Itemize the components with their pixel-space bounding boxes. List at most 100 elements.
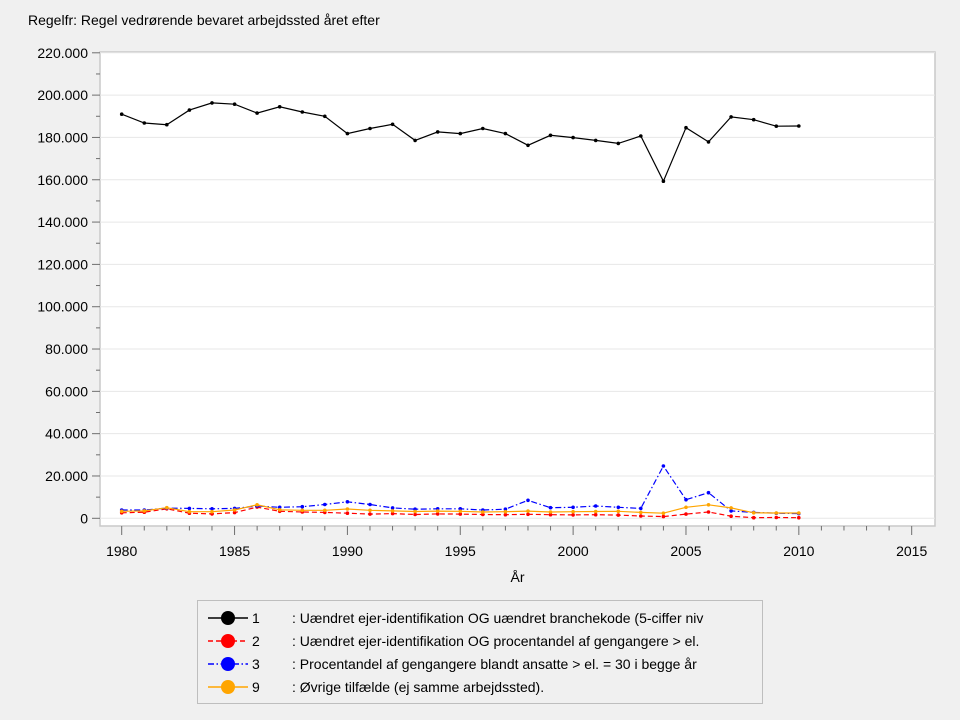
series-marker-9 — [481, 510, 485, 514]
legend-label: : Øvrige tilfælde (ej samme arbejdssted)… — [292, 678, 545, 695]
series-marker-1 — [165, 122, 169, 127]
legend-item: 1 : Uændret ejer-identifikation OG uændr… — [198, 606, 762, 629]
series-marker-2 — [774, 515, 779, 520]
series-marker-1 — [300, 110, 305, 114]
series-marker-9 — [503, 509, 508, 514]
series-marker-2 — [481, 512, 485, 517]
y-axis-tick-label: 40.000 — [45, 426, 88, 442]
y-axis-tick-label: 0 — [80, 510, 88, 526]
series-marker-1 — [797, 124, 801, 128]
series-marker-1 — [255, 111, 259, 115]
series-marker-2 — [503, 512, 508, 517]
series-marker-9 — [729, 506, 733, 510]
series-marker-3 — [571, 505, 575, 510]
series-marker-9 — [368, 508, 372, 513]
series-marker-9 — [210, 509, 214, 514]
series-marker-9 — [616, 509, 621, 514]
legend-swatch-series-9-icon — [208, 679, 248, 694]
series-marker-2 — [684, 512, 688, 516]
series-marker-2 — [526, 512, 530, 517]
series-marker-9 — [255, 503, 259, 507]
series-marker-3 — [503, 507, 508, 512]
series-marker-3 — [729, 509, 733, 513]
series-marker-1 — [616, 141, 621, 146]
series-marker-9 — [684, 505, 688, 510]
y-axis-tick-label: 220.000 — [37, 45, 88, 61]
series-marker-9 — [661, 511, 666, 515]
series-marker-2 — [413, 512, 417, 517]
legend-label: : Uændret ejer-identifikation OG procent… — [292, 632, 700, 649]
series-marker-3 — [684, 497, 688, 502]
series-marker-9 — [751, 511, 756, 515]
legend-item: 3 : Procentandel af gengangere blandt an… — [198, 652, 762, 675]
x-axis-tick-label: 2015 — [896, 543, 927, 559]
series-marker-3 — [639, 506, 643, 511]
series-marker-9 — [142, 509, 147, 513]
series-marker-9 — [526, 509, 530, 513]
legend-swatch-series-3-icon — [208, 656, 248, 671]
series-marker-2 — [345, 511, 350, 515]
series-marker-1 — [368, 126, 372, 131]
y-axis-tick-label: 140.000 — [37, 214, 88, 230]
series-marker-2 — [458, 512, 463, 516]
series-marker-9 — [165, 505, 169, 510]
series-marker-1 — [706, 140, 711, 144]
series-marker-1 — [413, 138, 417, 143]
series-marker-3 — [368, 502, 372, 507]
y-axis-tick-label: 60.000 — [45, 383, 88, 399]
chart-title: Regelfr: Regel vedrørende bevaret arbejd… — [28, 12, 380, 28]
series-marker-3 — [277, 505, 282, 510]
legend-value: 9 — [252, 678, 260, 695]
legend-item: 2 : Uændret ejer-identifikation OG proce… — [198, 629, 762, 652]
line-chart: 0 20.000 40.000 60.000 80.000 100.000 120.000 1… — [37, 45, 936, 585]
series-marker-1 — [526, 143, 530, 148]
series-marker-2 — [593, 512, 598, 517]
series-marker-3 — [616, 505, 621, 510]
series-marker-1 — [390, 122, 395, 127]
plot-area — [99, 51, 936, 527]
series-marker-1 — [435, 130, 440, 134]
x-axis-tick-label: 1990 — [332, 543, 363, 559]
x-axis-tick-label: 1995 — [445, 543, 476, 559]
series-marker-2 — [232, 510, 237, 515]
series-marker-2 — [706, 510, 711, 514]
series-marker-2 — [368, 512, 372, 516]
series-marker-2 — [616, 513, 621, 517]
series-marker-9 — [797, 511, 801, 515]
series-marker-3 — [210, 507, 214, 511]
series-marker-9 — [548, 510, 553, 514]
chart-legend: 1 : Uændret ejer-identifikation OG uændr… — [197, 600, 763, 704]
x-axis-tick-label: 2010 — [783, 543, 814, 559]
series-marker-3 — [706, 490, 711, 495]
series-marker-3 — [323, 502, 327, 507]
series-marker-3 — [661, 464, 666, 468]
x-axis-tick-label: 1980 — [106, 543, 137, 559]
x-axis-title: År — [511, 569, 525, 585]
series-marker-1 — [571, 135, 575, 140]
legend-swatch-series-1-icon — [208, 610, 248, 625]
series-marker-1 — [345, 131, 350, 136]
y-axis-tick-label: 80.000 — [45, 341, 88, 357]
legend-value: 1 — [252, 609, 260, 626]
series-marker-1 — [458, 131, 463, 136]
series-marker-9 — [639, 510, 643, 515]
x-axis-tick-label: 2000 — [558, 543, 589, 559]
y-axis-tick-label: 200.000 — [37, 87, 88, 103]
series-marker-2 — [661, 514, 666, 519]
series-marker-1 — [481, 126, 485, 131]
series-marker-3 — [593, 504, 598, 508]
series-marker-3 — [187, 506, 192, 511]
series-marker-9 — [458, 509, 463, 514]
series-marker-3 — [458, 507, 463, 511]
series-marker-9 — [571, 509, 575, 514]
series-marker-3 — [300, 504, 305, 509]
series-marker-1 — [774, 124, 779, 128]
series-marker-1 — [142, 121, 147, 125]
series-marker-9 — [232, 508, 237, 512]
series-marker-9 — [187, 509, 192, 514]
series-marker-1 — [729, 115, 733, 119]
series-marker-2 — [571, 513, 575, 517]
series-marker-1 — [323, 114, 327, 119]
series-marker-2 — [729, 514, 733, 518]
